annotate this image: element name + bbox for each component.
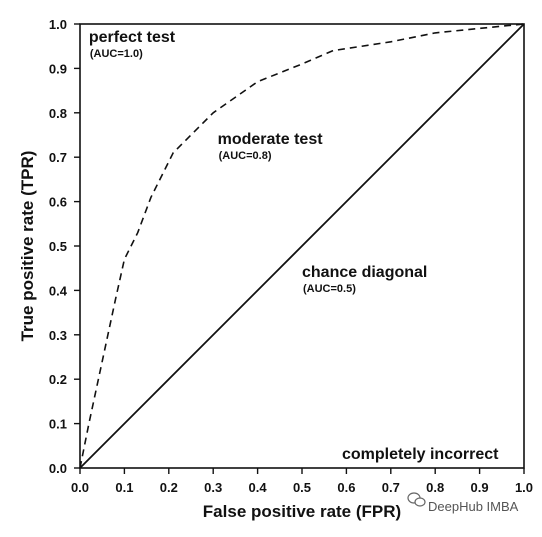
y-tick-label: 0.9: [49, 61, 67, 76]
annotation-sublabel: (AUC=1.0): [90, 48, 143, 60]
annotation-label: moderate test: [218, 131, 324, 148]
annotation-label: completely incorrect: [342, 446, 499, 463]
plot-frame: [79, 23, 525, 469]
y-tick-label: 0.2: [49, 372, 67, 387]
annotation-sublabel: (AUC=0.5): [303, 283, 356, 295]
x-tick-label: 0.6: [337, 480, 355, 495]
annotation-label: perfect test: [89, 29, 176, 46]
chance-diagonal-line: [79, 23, 525, 469]
x-tick-label: 0.5: [293, 480, 311, 495]
y-tick-label: 0.8: [49, 106, 67, 121]
x-tick-label: 0.8: [426, 480, 444, 495]
x-tick-label: 0.0: [71, 480, 89, 495]
watermark-text: DeepHub IMBA: [428, 499, 519, 514]
y-tick-label: 0.5: [49, 239, 67, 254]
y-axis-label: True positive rate (TPR): [18, 151, 37, 342]
ticks-layer: 0.0 0.1 0.2 0.3 0.4 0.5 0.6 0.7 0.8 0.9 1.0 0.0 0.1 0…: [49, 17, 533, 495]
x-tick-label: 0.9: [471, 480, 489, 495]
x-tick-label: 0.1: [115, 480, 133, 495]
x-tick-label: 0.7: [382, 480, 400, 495]
roc-curve-moderate: [79, 23, 525, 469]
watermark: DeepHub IMBA: [407, 492, 519, 514]
series-layer: [79, 23, 525, 469]
annotations-layer: perfect test (AUC=1.0) moderate test (AUC=0…: [89, 29, 499, 463]
x-tick-label: 1.0: [515, 480, 533, 495]
y-tick-label: 0.6: [49, 195, 67, 210]
annotation-sublabel: (AUC=0.8): [219, 150, 272, 162]
y-tick-label: 0.7: [49, 150, 67, 165]
y-tick-label: 1.0: [49, 17, 67, 32]
wechat-icon: [407, 492, 426, 507]
y-tick-label: 0.3: [49, 328, 67, 343]
x-tick-label: 0.2: [160, 480, 178, 495]
x-tick-label: 0.4: [249, 480, 268, 495]
annotation-label: chance diagonal: [302, 264, 427, 281]
y-tick-label: 0.0: [49, 461, 67, 476]
x-tick-label: 0.3: [204, 480, 222, 495]
y-tick-label: 0.1: [49, 417, 67, 432]
y-tick-label: 0.4: [49, 283, 68, 298]
x-axis-label: False positive rate (FPR): [203, 502, 401, 521]
